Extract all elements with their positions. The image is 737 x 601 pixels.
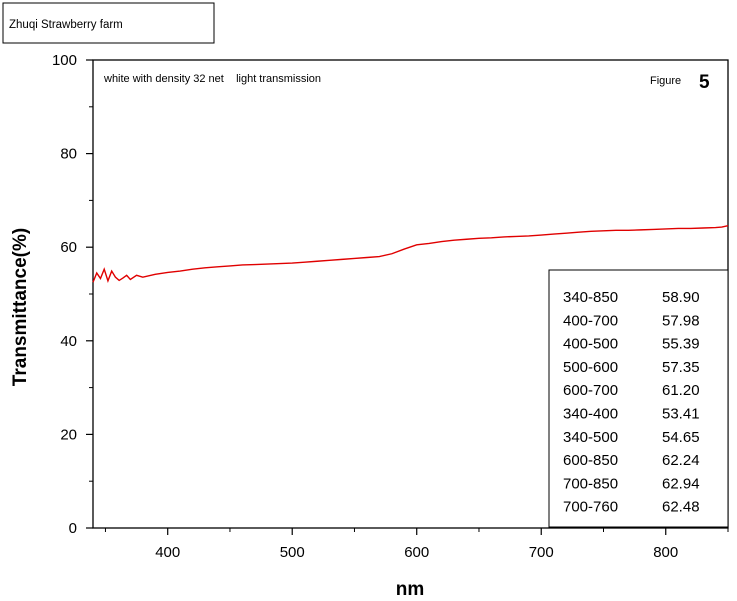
y-tick-label: 40 — [60, 333, 77, 350]
y-tick-label: 100 — [52, 52, 77, 69]
y-tick-label: 80 — [60, 146, 77, 163]
figure-label-number: 5 — [699, 72, 710, 93]
range-label: 400-500 — [563, 336, 618, 353]
x-tick-label: 500 — [280, 544, 305, 561]
y-axis-title: Transmittance(%) — [10, 228, 31, 386]
range-value: 53.41 — [662, 406, 700, 423]
range-table-row: 600-700 61.20 — [563, 382, 700, 399]
range-value: 58.90 — [662, 289, 700, 306]
range-value: 54.65 — [662, 429, 700, 446]
figure-label: Figure 5 — [650, 72, 710, 93]
x-tick-label: 800 — [653, 544, 678, 561]
x-tick-label: 700 — [529, 544, 554, 561]
range-table-row: 340-400 53.41 — [563, 406, 700, 423]
range-table: 340-850 58.90 400-700 57.98 400-500 55.39 500-… — [548, 269, 729, 528]
x-tick-label: 400 — [155, 544, 180, 561]
range-table-row: 700-760 62.48 — [563, 499, 700, 516]
range-table-row: 600-850 62.24 — [563, 452, 700, 469]
x-tick-label: 600 — [404, 544, 429, 561]
y-tick-label: 20 — [60, 426, 77, 443]
x-axis-title: nm — [396, 579, 425, 600]
range-label: 340-500 — [563, 429, 618, 446]
header-box-text: Zhuqi Strawberry farm — [9, 19, 123, 31]
range-label: 600-850 — [563, 452, 618, 469]
range-table-row: 400-700 57.98 — [563, 312, 700, 329]
range-value: 62.48 — [662, 499, 700, 516]
range-value: 57.35 — [662, 359, 700, 376]
figure-label-prefix: Figure — [650, 75, 681, 87]
range-value: 62.94 — [662, 475, 700, 492]
range-value: 61.20 — [662, 382, 700, 399]
y-tick-label: 60 — [60, 239, 77, 256]
range-table-row: 700-850 62.94 — [563, 475, 700, 492]
series-line — [92, 224, 729, 284]
range-value: 55.39 — [662, 336, 700, 353]
x-axis: 400 500 600 700 800 — [104, 528, 729, 561]
range-label: 340-850 — [563, 289, 618, 306]
range-label: 500-600 — [563, 359, 618, 376]
range-label: 340-400 — [563, 406, 618, 423]
range-label: 700-850 — [563, 475, 618, 492]
range-label: 700-760 — [563, 499, 618, 516]
range-table-row: 500-600 57.35 — [563, 359, 700, 376]
range-table-row: 340-500 54.65 — [563, 429, 700, 446]
range-value: 57.98 — [662, 312, 700, 329]
y-tick-label: 0 — [69, 520, 77, 537]
range-value: 62.24 — [662, 452, 700, 469]
y-axis: 0 20 40 60 80 100 — [52, 52, 93, 537]
chart-annotation: white with density 32 net light transmis… — [103, 73, 321, 85]
header-box: Zhuqi Strawberry farm — [2, 2, 215, 44]
range-label: 600-700 — [563, 382, 618, 399]
range-table-row: 340-850 58.90 — [563, 289, 700, 306]
range-label: 400-700 — [563, 312, 618, 329]
range-table-row: 400-500 55.39 — [563, 336, 700, 353]
